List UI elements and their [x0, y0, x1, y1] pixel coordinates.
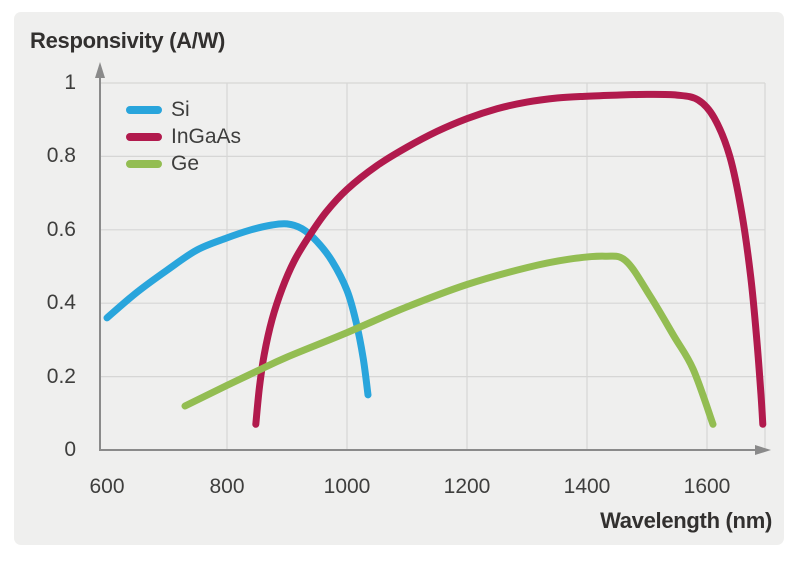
y-tick-label-0.2: 0.2 [46, 364, 76, 388]
chart-title: Responsivity (A/W) [30, 28, 226, 53]
curve-ingaas [252, 90, 767, 428]
x-tick-label-1000: 1000 [323, 475, 371, 498]
y-tick-label-0: 0 [64, 438, 76, 461]
legend-item-ge: Ge [126, 150, 241, 177]
y-axis-tick-labels: 0 0.2 0.4 0.6 0.8 1 [0, 0, 76, 566]
y-tick-label-0.8: 0.8 [46, 144, 76, 168]
curve-si [103, 220, 372, 399]
legend: Si InGaAs Ge [126, 96, 241, 177]
x-axis-title: Wavelength (nm) [600, 508, 772, 533]
x-axis-tick-labels: 600 800 1000 1200 1400 1600 [0, 474, 800, 500]
curve-ge [181, 252, 717, 428]
chart-card [14, 12, 784, 545]
legend-item-ingaas: InGaAs [126, 123, 241, 150]
legend-label-ingaas: InGaAs [171, 125, 242, 148]
y-tick-label-0.6: 0.6 [46, 217, 76, 241]
legend-swatch-ingaas [126, 132, 162, 141]
legend-swatch-si [126, 105, 162, 114]
legend-label-si: Si [171, 98, 190, 121]
x-tick-label-800: 800 [209, 475, 245, 498]
y-tick-label-1: 1 [64, 71, 76, 94]
x-tick-label-1200: 1200 [443, 475, 491, 498]
x-tick-label-1600: 1600 [683, 475, 731, 498]
legend-item-si: Si [126, 96, 241, 123]
x-tick-label-600: 600 [89, 475, 125, 498]
y-tick-label-0.4: 0.4 [46, 291, 76, 315]
y-axis-arrow-icon [95, 62, 105, 78]
legend-label-ge: Ge [171, 152, 200, 175]
legend-swatch-ge [126, 159, 162, 168]
x-axis-arrow-icon [755, 445, 771, 455]
x-tick-label-1400: 1400 [563, 475, 611, 498]
